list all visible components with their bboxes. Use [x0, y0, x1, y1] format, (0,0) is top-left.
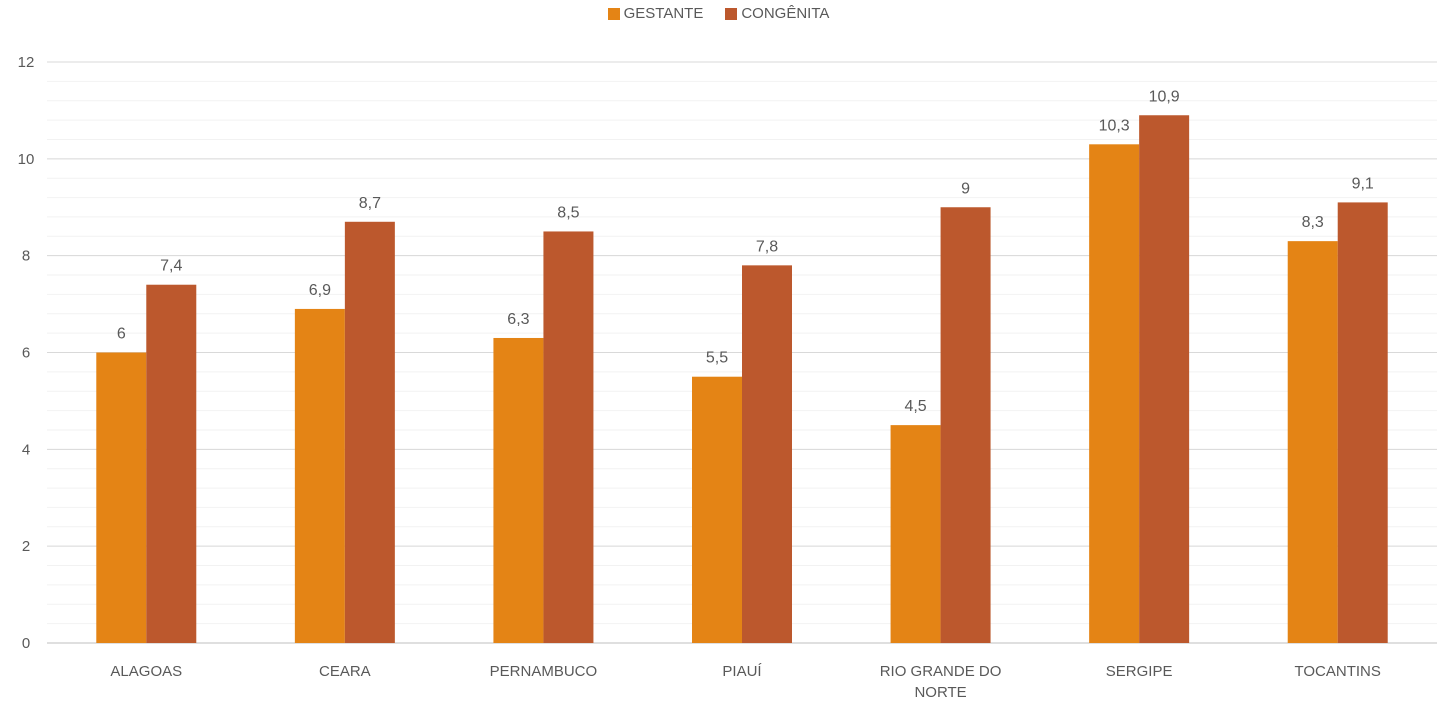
x-tick-label: TOCANTINS [1295, 663, 1381, 680]
bar-congenita [1139, 115, 1190, 644]
data-label: 5,5 [706, 350, 728, 367]
data-label: 6,9 [309, 282, 331, 299]
x-tick-label: RIO GRANDE DO [880, 663, 1002, 680]
x-tick-label: SERGIPE [1106, 663, 1173, 680]
bar-congenita [1337, 202, 1388, 644]
data-label: 8,7 [359, 195, 381, 212]
legend-swatch-gestante [607, 7, 620, 20]
data-label: 6,3 [507, 311, 529, 328]
bar-gestante [493, 337, 544, 643]
x-tick-label: PIAUÍ [722, 663, 762, 680]
y-tick-label: 2 [22, 538, 30, 555]
bar-gestante [692, 376, 742, 643]
bar-gestante [1089, 144, 1140, 643]
data-label: 6 [117, 326, 126, 343]
bar-gestante [1287, 241, 1338, 643]
bar-congenita [344, 221, 395, 643]
y-tick-label: 0 [22, 635, 30, 652]
x-tick-label: CEARA [319, 663, 371, 680]
data-label: 7,8 [756, 238, 778, 255]
bar-gestante [294, 308, 345, 643]
y-tick-label: 8 [22, 248, 30, 265]
bar-congenita [146, 284, 197, 643]
bar-gestante [890, 425, 941, 643]
data-label: 10,9 [1149, 88, 1180, 105]
data-label: 10,3 [1099, 117, 1130, 134]
data-label: 9,1 [1352, 175, 1374, 192]
data-label: 8,3 [1302, 214, 1324, 231]
y-tick-label: 12 [18, 54, 35, 71]
y-tick-label: 6 [22, 345, 30, 362]
legend-item-congenita: CONGÊNITA [725, 5, 829, 22]
bar-congenita [940, 207, 991, 643]
data-label: 9 [961, 180, 970, 197]
legend-swatch-congenita [725, 7, 738, 20]
legend-item-gestante: GESTANTE [607, 5, 704, 22]
chart-legend: GESTANTE CONGÊNITA [0, 5, 1437, 22]
legend-label-gestante: GESTANTE [623, 5, 704, 22]
bar-congenita [543, 231, 594, 644]
bar-gestante [96, 352, 147, 643]
y-tick-label: 4 [22, 441, 30, 458]
x-tick-label: ALAGOAS [110, 663, 182, 680]
bar-congenita [742, 265, 792, 643]
x-tick-label: PERNAMBUCO [490, 663, 598, 680]
x-tick-label: NORTE [914, 684, 966, 701]
y-tick-label: 10 [18, 151, 35, 168]
data-label: 8,5 [557, 204, 579, 221]
legend-label-congenita: CONGÊNITA [741, 5, 830, 22]
data-label: 4,5 [904, 398, 926, 415]
data-label: 7,4 [160, 258, 182, 275]
